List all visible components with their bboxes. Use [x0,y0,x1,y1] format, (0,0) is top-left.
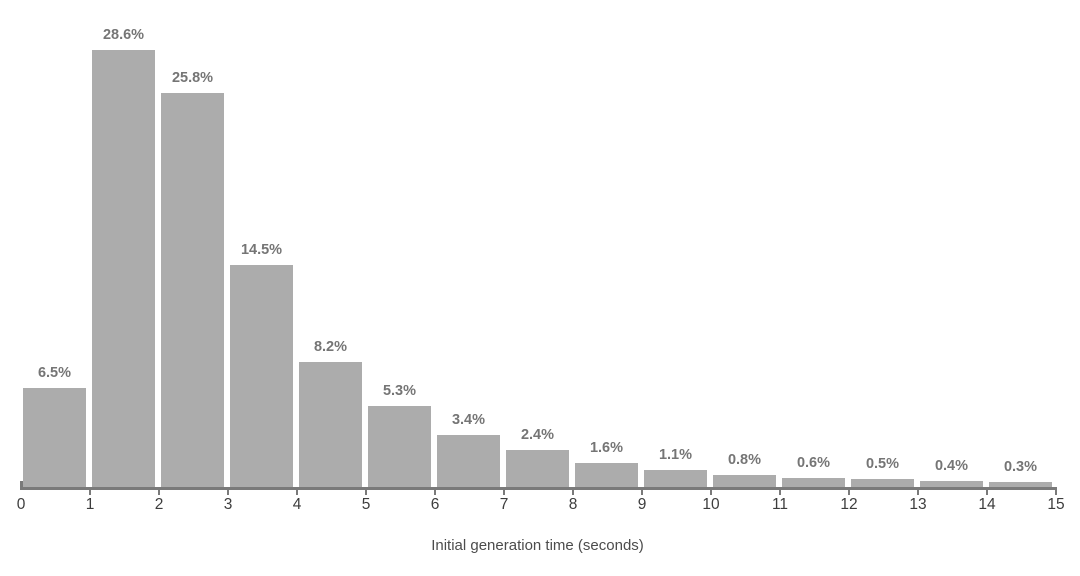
x-axis-tick [848,490,850,495]
bar [920,481,983,487]
bar [230,265,293,487]
x-axis-tick-label: 1 [85,496,95,513]
x-axis-tick-label: 4 [292,496,302,513]
bar-value-label: 28.6% [102,27,145,43]
x-axis-tick-label: 10 [702,496,720,513]
x-axis-tick [365,490,367,495]
bar-value-label: 0.5% [865,456,900,472]
x-axis-title: Initial generation time (seconds) [431,537,644,554]
bar-value-label: 14.5% [240,242,283,258]
bar [506,450,569,487]
x-axis-tick [779,490,781,495]
x-axis-tick-label: 12 [840,496,858,513]
x-axis-tick [1055,490,1057,495]
x-axis-tick-label: 15 [1047,496,1065,513]
x-axis-tick [296,490,298,495]
x-axis-tick [986,490,988,495]
x-axis-tick [641,490,643,495]
x-axis-tick [89,490,91,495]
bar [782,478,845,487]
x-axis-tick [710,490,712,495]
bar [437,435,500,487]
x-axis-tick-label: 2 [154,496,164,513]
x-axis-tick-label: 6 [430,496,440,513]
x-axis-tick-label: 5 [361,496,371,513]
bar-value-label: 0.6% [796,455,831,471]
bar [644,470,707,487]
bar [713,475,776,487]
bar-value-label: 8.2% [313,339,348,355]
bar-value-label: 3.4% [451,412,486,428]
x-axis-tick [434,490,436,495]
bar [368,406,431,487]
x-axis-tick-label: 9 [637,496,647,513]
x-axis-tick-label: 14 [978,496,996,513]
bar [989,482,1052,487]
x-axis-tick-label: 0 [16,496,26,513]
bar-value-label: 1.6% [589,440,624,456]
x-axis-tick-label: 7 [499,496,509,513]
bar-value-label: 5.3% [382,383,417,399]
x-axis-tick [917,490,919,495]
bar-value-label: 6.5% [37,365,72,381]
x-axis-tick [158,490,160,495]
bar-value-label: 2.4% [520,427,555,443]
x-axis-line [20,487,1057,490]
x-axis-tick [503,490,505,495]
x-axis-tick [572,490,574,495]
x-axis-tick-label: 3 [223,496,233,513]
x-axis-tick-label: 8 [568,496,578,513]
bar [23,388,86,487]
bar-value-label: 0.4% [934,458,969,474]
x-axis-left-endcap [20,481,23,487]
x-axis-tick [227,490,229,495]
bar-value-label: 0.3% [1003,459,1038,475]
x-axis-tick-label: 11 [771,496,789,513]
bar [92,50,155,487]
bar-value-label: 25.8% [171,70,214,86]
bar-value-label: 0.8% [727,452,762,468]
bar [575,463,638,487]
bar-value-label: 1.1% [658,447,693,463]
bar [299,362,362,487]
bar [851,479,914,487]
bar [161,93,224,487]
x-axis-tick-label: 13 [909,496,927,513]
